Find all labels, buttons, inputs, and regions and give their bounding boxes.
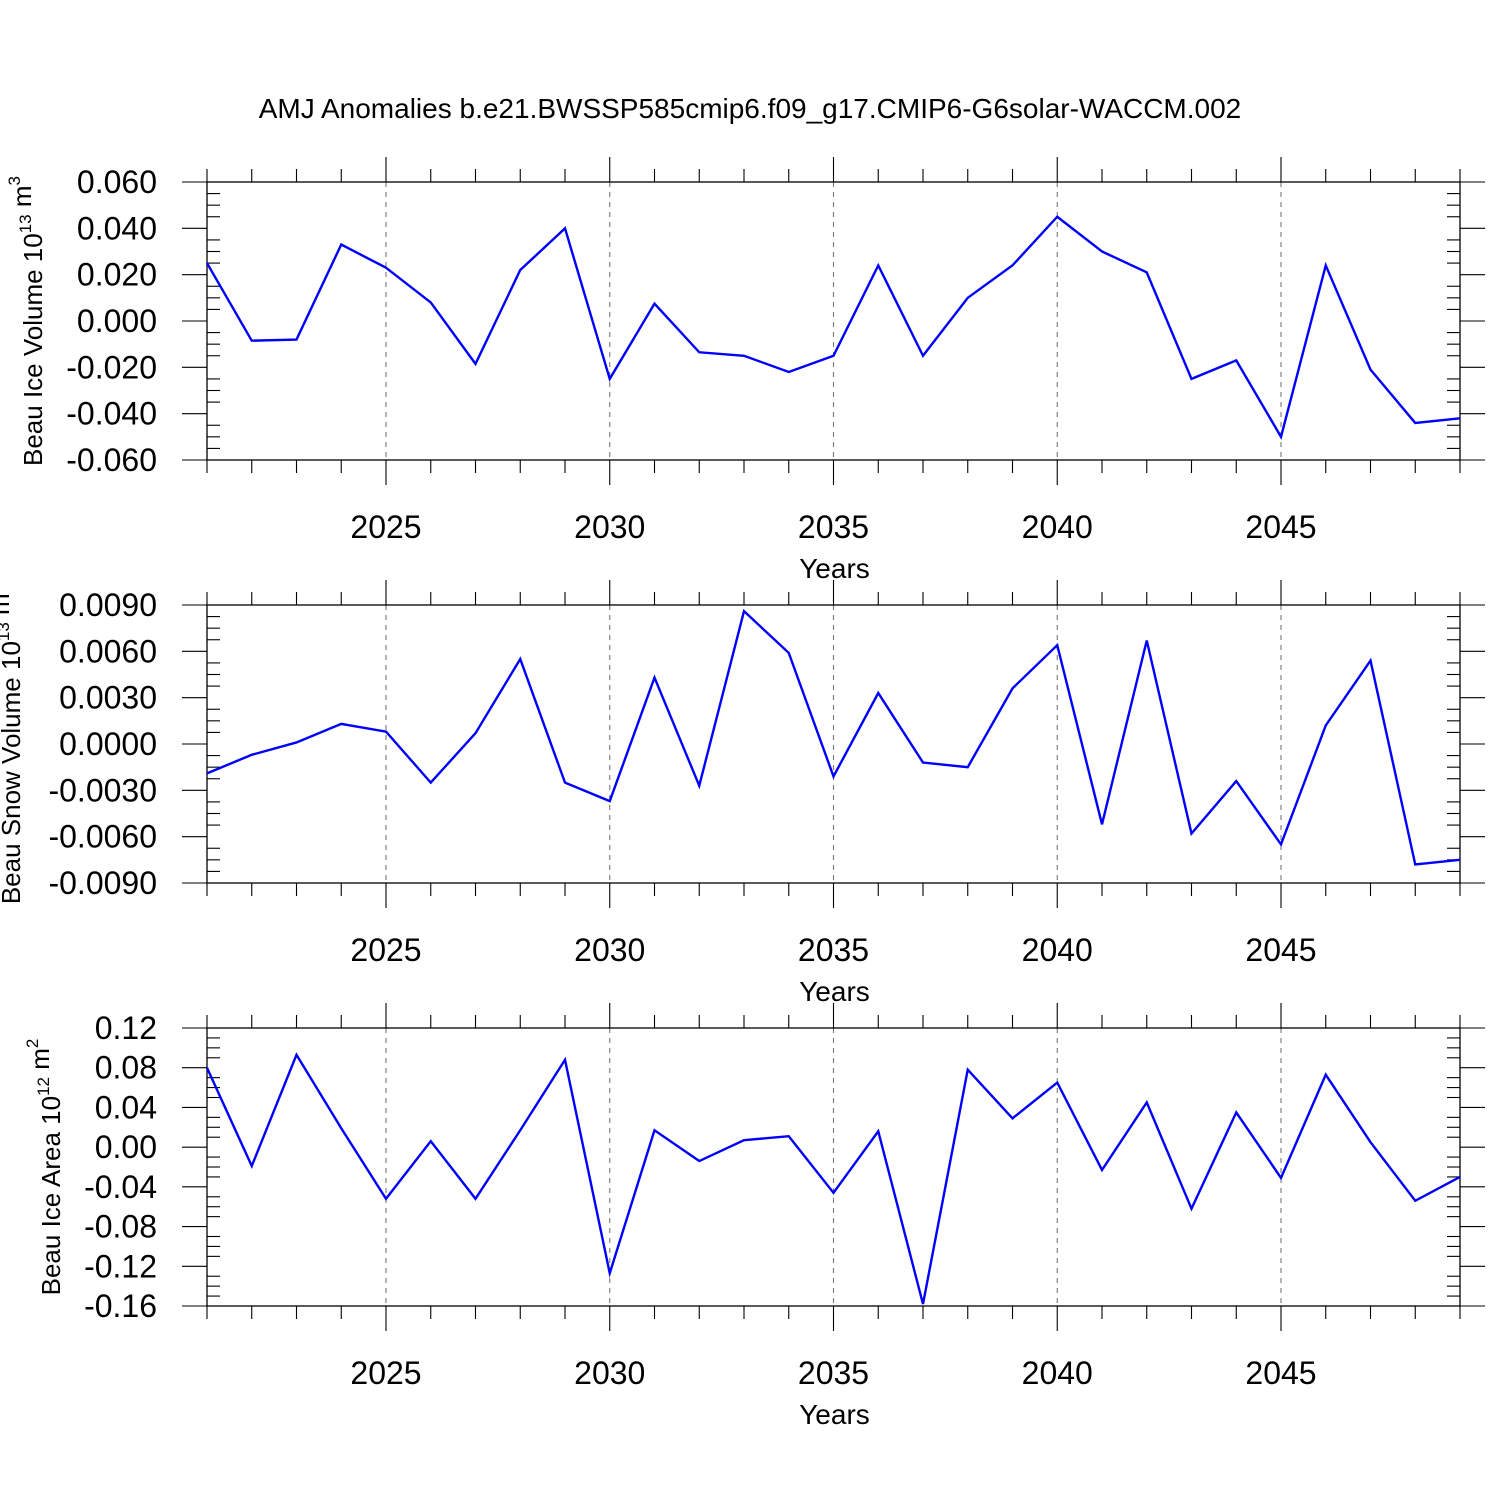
y-tick-label: 0.12: [95, 1010, 157, 1046]
x-tick-label: 2030: [574, 932, 645, 968]
y-tick-label: 0.0090: [59, 587, 157, 623]
x-tick-label: 2025: [350, 932, 421, 968]
y-axis-label: Beau Snow Volume 1013 m3: [0, 584, 26, 904]
y-tick-label: -0.16: [84, 1288, 157, 1324]
y-axis-label-text: Beau Ice Area 10: [36, 1096, 66, 1295]
y-tick-label: -0.020: [66, 349, 157, 385]
y-tick-label: 0.0030: [59, 680, 157, 716]
y-axis-label-superscript: 13: [0, 622, 13, 641]
y-tick-label: -0.08: [84, 1209, 157, 1245]
panel-2: 0.0090 0.0060 0.0030 0.0000 -0.0030 -0.0060 -0…: [0, 580, 1485, 1007]
x-axis-label: Years: [799, 1399, 870, 1430]
x-tick-label: 2035: [798, 932, 869, 968]
y-axis-label-text: m: [7, 185, 37, 214]
y-tick-label: -0.12: [84, 1248, 157, 1284]
y-tick-label: 0.04: [95, 1089, 157, 1125]
y-tick-label: -0.0090: [48, 865, 157, 901]
x-tick-label: 2045: [1245, 509, 1316, 545]
x-tick-label: 2040: [1022, 932, 1093, 968]
y-tick-label: 0.08: [95, 1050, 157, 1086]
y-axis-label: Beau Ice Volume 1013 m3: [5, 176, 48, 466]
series-line-1: [205, 1052, 1461, 1305]
y-axis-label: Beau Ice Area 1012 m2: [23, 1039, 66, 1296]
y-tick-label: -0.040: [66, 396, 157, 432]
series-line-1: [205, 215, 1461, 440]
y-tick-label: 0.040: [77, 210, 157, 246]
y-tick-label: -0.04: [84, 1169, 157, 1205]
y-axis-label-superscript: 12: [34, 1077, 53, 1096]
x-tick-label: 2030: [574, 1355, 645, 1391]
y-axis-label-text: Beau Ice Volume 10: [18, 233, 48, 466]
y-tick-label: -0.060: [66, 442, 157, 478]
x-tick-label: 2045: [1245, 932, 1316, 968]
x-tick-label: 2025: [350, 1355, 421, 1391]
x-tick-label: 2045: [1245, 1355, 1316, 1391]
y-tick-label: 0.00: [95, 1129, 157, 1165]
y-tick-label: -0.0030: [48, 772, 157, 808]
x-tick-label: 2040: [1022, 1355, 1093, 1391]
y-tick-label: 0.0000: [59, 726, 157, 762]
panel-3: 0.12 0.080.04 0.00 -0.04 -0.08-0.12 -0.16 2025…: [23, 1003, 1485, 1430]
x-tick-label: 2040: [1022, 509, 1093, 545]
panel-1: 0.060 0.040 0.020 0.000 -0.020 -0.040 -0.060 20…: [5, 157, 1485, 584]
y-axis-label-superscript: 3: [5, 176, 24, 185]
x-tick-label: 2025: [350, 509, 421, 545]
y-tick-label: -0.0060: [48, 819, 157, 855]
x-axis-label: Years: [799, 553, 870, 584]
y-axis-label-superscript: 3: [0, 584, 2, 593]
y-axis-label-text: m: [0, 593, 15, 622]
y-tick-label: 0.020: [77, 257, 157, 293]
y-axis-label-superscript: 13: [16, 214, 35, 233]
series-line-1: [206, 608, 1461, 866]
y-axis-label-text: m: [25, 1048, 55, 1077]
x-tick-label: 2030: [574, 509, 645, 545]
y-axis-label-text: Beau Snow Volume 10: [0, 641, 26, 904]
chart-title: AMJ Anomalies b.e21.BWSSP585cmip6.f09_g1…: [259, 93, 1242, 124]
y-axis-label-superscript: 2: [23, 1039, 42, 1048]
y-tick-label: 0.000: [77, 303, 157, 339]
x-tick-label: 2035: [798, 509, 869, 545]
x-tick-label: 2035: [798, 1355, 869, 1391]
x-axis-label: Years: [799, 976, 870, 1007]
y-tick-label: 0.0060: [59, 633, 157, 669]
y-tick-label: 0.060: [77, 164, 157, 200]
